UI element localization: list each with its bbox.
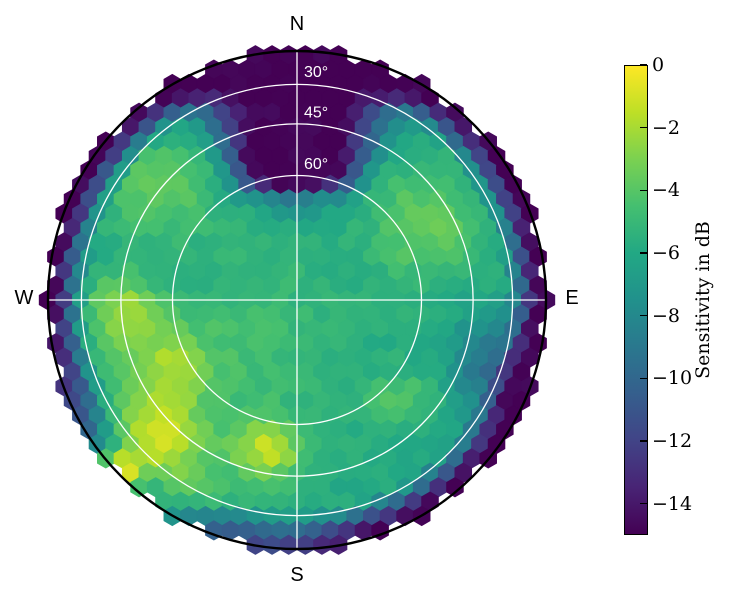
- hexbin-cell: [446, 477, 464, 498]
- colorbar-tick-label: −8: [652, 304, 681, 327]
- colorbar-tick-label: −6: [652, 242, 681, 264]
- colorbar-tick-label: −10: [652, 367, 693, 390]
- elevation-label-45: 45°: [304, 105, 328, 122]
- colorbar-axis-label: Sensitivity in dB: [692, 221, 714, 379]
- colorbar-tick-mark: [640, 314, 647, 317]
- colorbar: [624, 65, 648, 535]
- colorbar-tick-label: −14: [652, 492, 693, 515]
- horizon-circle: [46, 49, 548, 551]
- elevation-label-30: 30°: [304, 64, 328, 81]
- compass-label-north: N: [290, 13, 304, 35]
- elevation-grid: [48, 51, 546, 549]
- hexbin-cell: [313, 534, 331, 555]
- hexbin-cell: [296, 534, 315, 555]
- colorbar-tick-mark: [640, 64, 647, 66]
- elevation-label-60: 60°: [304, 156, 328, 173]
- hexbin-cell: [279, 534, 298, 555]
- colorbar-tick-label: 0: [652, 54, 665, 76]
- colorbar-tick-mark: [640, 502, 647, 505]
- hexbin-layer: [38, 45, 556, 555]
- colorbar-tick-label: −12: [652, 430, 693, 452]
- colorbar-tick-mark: [640, 126, 647, 129]
- hexbin-cell: [263, 534, 281, 555]
- colorbar-tick-mark: [640, 189, 647, 192]
- colorbar-tick-mark: [640, 440, 647, 442]
- compass-label-west: W: [15, 287, 34, 309]
- colorbar-tick-label: −2: [652, 116, 681, 139]
- colorbar-tick-label: −4: [652, 179, 681, 202]
- compass-label-east: E: [565, 287, 578, 309]
- compass-label-south: S: [290, 564, 303, 586]
- colorbar-tick-mark: [640, 252, 647, 254]
- colorbar-tick-mark: [640, 377, 647, 380]
